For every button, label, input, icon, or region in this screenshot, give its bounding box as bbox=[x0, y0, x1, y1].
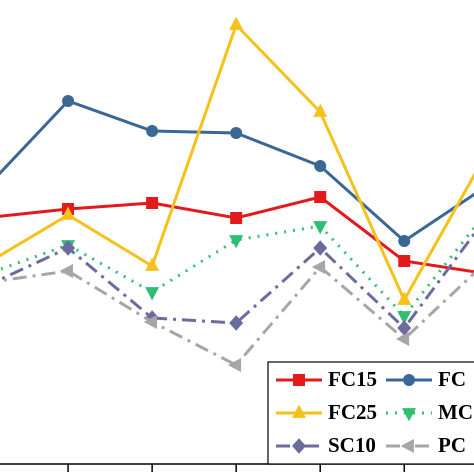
marker bbox=[398, 255, 411, 267]
marker bbox=[293, 374, 305, 386]
marker bbox=[146, 125, 159, 137]
marker bbox=[143, 315, 158, 329]
marker bbox=[397, 291, 412, 305]
marker bbox=[313, 221, 328, 235]
marker bbox=[403, 374, 415, 386]
marker bbox=[397, 311, 412, 325]
marker bbox=[146, 197, 159, 209]
marker bbox=[229, 235, 244, 249]
legend-label: FC15 bbox=[328, 367, 377, 391]
marker bbox=[314, 191, 327, 203]
marker bbox=[314, 160, 327, 172]
legend-label: MC bbox=[438, 400, 473, 424]
marker bbox=[61, 240, 76, 256]
marker bbox=[230, 127, 243, 139]
marker bbox=[311, 260, 326, 274]
marker bbox=[145, 257, 160, 271]
marker bbox=[61, 206, 76, 220]
legend-label: PC bbox=[438, 433, 466, 457]
legend-label: SC10 bbox=[328, 433, 376, 457]
marker bbox=[402, 408, 416, 422]
marker bbox=[292, 438, 306, 454]
marker bbox=[395, 332, 410, 346]
marker bbox=[292, 404, 306, 418]
legend: FC15 FC FC25 MC SC10 PC bbox=[276, 367, 473, 457]
marker bbox=[230, 212, 243, 224]
marker bbox=[397, 320, 412, 336]
marker bbox=[145, 287, 160, 301]
marker bbox=[313, 103, 328, 117]
marker bbox=[229, 16, 244, 30]
marker bbox=[59, 264, 73, 278]
marker bbox=[227, 358, 242, 372]
marker bbox=[398, 235, 411, 247]
marker bbox=[313, 240, 328, 256]
legend-label: FC25 bbox=[328, 400, 377, 424]
plot-area bbox=[0, 16, 474, 372]
legend-label: FC bbox=[438, 367, 466, 391]
marker bbox=[62, 95, 75, 107]
marker bbox=[400, 439, 414, 453]
marker bbox=[229, 315, 244, 331]
